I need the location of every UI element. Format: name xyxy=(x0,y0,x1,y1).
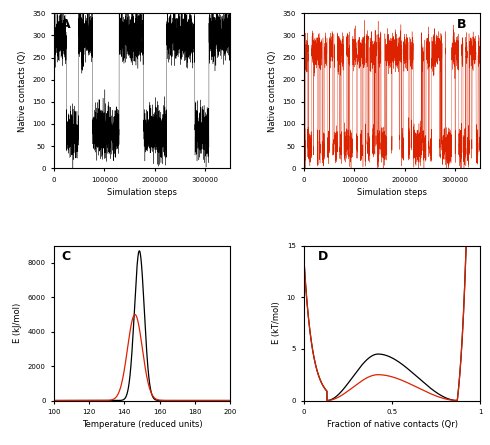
Text: D: D xyxy=(318,250,328,263)
Text: A: A xyxy=(61,18,71,31)
X-axis label: Fraction of native contacts (Qr): Fraction of native contacts (Qr) xyxy=(327,421,458,429)
X-axis label: Simulation steps: Simulation steps xyxy=(357,188,427,197)
Y-axis label: E (kT/mol): E (kT/mol) xyxy=(272,302,281,344)
Text: B: B xyxy=(457,18,466,31)
X-axis label: Temperature (reduced units): Temperature (reduced units) xyxy=(82,421,202,429)
Y-axis label: Native contacts (Q): Native contacts (Q) xyxy=(268,50,277,132)
Y-axis label: Native contacts (Q): Native contacts (Q) xyxy=(18,50,26,132)
Y-axis label: E (kJ/mol): E (kJ/mol) xyxy=(13,303,22,343)
X-axis label: Simulation steps: Simulation steps xyxy=(107,188,177,197)
Text: C: C xyxy=(61,250,70,263)
